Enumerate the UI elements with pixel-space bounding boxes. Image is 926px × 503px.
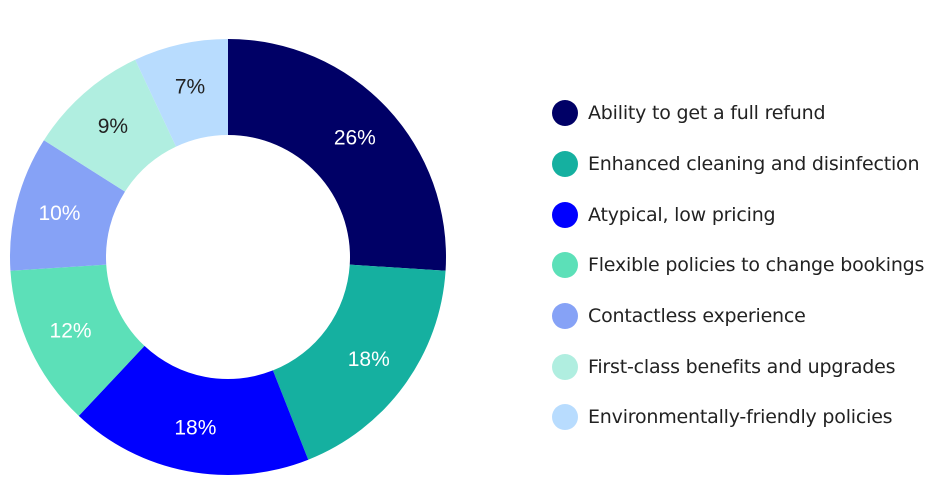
legend-label: First-class benefits and upgrades (588, 355, 896, 378)
donut-chart: 26% 18% 18% 12% 10% 9% 7% (10, 39, 446, 476)
legend-swatch-icon (552, 353, 578, 380)
donut-slice (135, 39, 228, 147)
legend-label: Flexible policies to change bookings (588, 254, 925, 277)
legend-swatch-icon (552, 151, 578, 178)
legend-label: Ability to get a full refund (588, 102, 826, 125)
donut-slice (10, 140, 125, 271)
donut-slices (10, 39, 446, 476)
legend-label: Enhanced cleaning and disinfection (588, 153, 920, 176)
legend-item: Flexible policies to change bookings (552, 240, 926, 291)
legend-swatch-icon (552, 252, 578, 279)
legend-item: Enhanced cleaning and disinfection (552, 139, 926, 190)
slice-value-label: 12% (50, 320, 92, 343)
legend-swatch-icon (552, 404, 578, 431)
legend-item: Environmentally-friendly policies (552, 392, 926, 443)
slice-value-label: 10% (38, 202, 80, 225)
slice-value-label: 18% (174, 416, 216, 439)
legend-swatch-icon (552, 303, 578, 330)
donut-slice (10, 264, 145, 416)
donut-slice (78, 345, 309, 476)
slice-value-label: 9% (98, 115, 128, 138)
legend-item: Ability to get a full refund (552, 88, 926, 139)
slice-labels: 26% 18% 18% 12% 10% 9% 7% (38, 76, 389, 440)
donut-slice (43, 59, 177, 192)
legend-label: Contactless experience (588, 305, 806, 328)
legend-label: Environmentally-friendly policies (588, 406, 893, 429)
slice-value-label: 7% (175, 76, 205, 99)
legend-swatch-icon (552, 100, 578, 127)
donut-slice (272, 264, 446, 460)
legend-item: Contactless experience (552, 291, 926, 342)
legend: Ability to get a full refund Enhanced cle… (552, 88, 926, 443)
slice-value-label: 18% (348, 348, 390, 371)
legend-label: Atypical, low pricing (588, 203, 776, 226)
legend-item: Atypical, low pricing (552, 189, 926, 240)
donut-slice (228, 39, 446, 271)
legend-item: First-class benefits and upgrades (552, 341, 926, 392)
legend-swatch-icon (552, 201, 578, 228)
slice-value-label: 26% (334, 126, 376, 149)
